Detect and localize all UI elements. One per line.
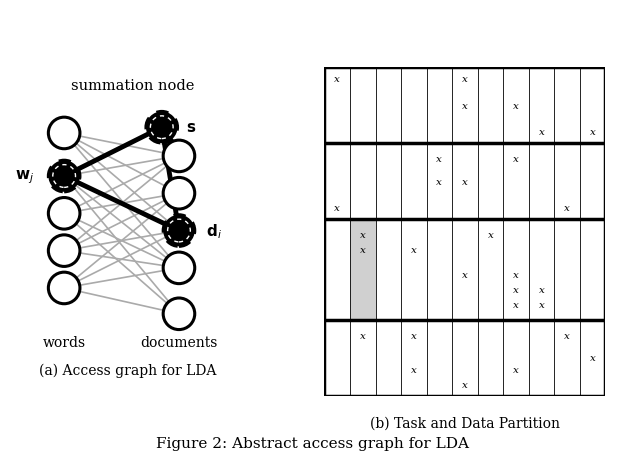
- Circle shape: [146, 112, 178, 144]
- Text: x: x: [539, 285, 544, 294]
- Text: x: x: [411, 365, 417, 374]
- Text: $\mathbf{w}$$_j$: $\mathbf{w}$$_j$: [15, 168, 34, 185]
- Text: (a) Access graph for LDA: (a) Access graph for LDA: [39, 363, 216, 377]
- Circle shape: [163, 298, 195, 330]
- Text: x: x: [513, 101, 519, 111]
- Text: x: x: [334, 75, 340, 84]
- Text: $\mathbf{d}$$_i$: $\mathbf{d}$$_i$: [206, 222, 222, 240]
- Circle shape: [49, 118, 80, 149]
- Text: x: x: [462, 380, 468, 389]
- Text: x: x: [513, 301, 519, 309]
- Circle shape: [49, 198, 80, 230]
- Text: x: x: [360, 331, 366, 340]
- Text: x: x: [564, 204, 570, 213]
- Circle shape: [163, 141, 195, 172]
- Text: $\mathbf{s}$: $\mathbf{s}$: [186, 121, 197, 135]
- Text: words: words: [42, 336, 85, 350]
- Text: summation node: summation node: [71, 79, 195, 93]
- Text: x: x: [411, 331, 417, 340]
- Circle shape: [49, 161, 80, 192]
- Text: x: x: [487, 230, 494, 239]
- Text: x: x: [539, 128, 544, 137]
- Text: x: x: [590, 128, 595, 137]
- Text: x: x: [360, 230, 366, 239]
- Text: x: x: [411, 245, 417, 254]
- Circle shape: [163, 215, 195, 247]
- Text: x: x: [590, 354, 595, 363]
- Text: x: x: [436, 155, 442, 163]
- Text: x: x: [462, 101, 468, 111]
- Text: x: x: [513, 155, 519, 163]
- Text: x: x: [462, 270, 468, 279]
- Bar: [350, 220, 376, 320]
- Circle shape: [163, 178, 195, 210]
- Text: x: x: [462, 75, 468, 84]
- Text: x: x: [513, 270, 519, 279]
- Text: Figure 2: Abstract access graph for LDA: Figure 2: Abstract access graph for LDA: [155, 436, 469, 450]
- Circle shape: [49, 235, 80, 267]
- Text: x: x: [360, 245, 366, 254]
- Text: x: x: [564, 331, 570, 340]
- Text: (b) Task and Data Partition: (b) Task and Data Partition: [370, 415, 560, 430]
- Text: x: x: [513, 365, 519, 374]
- Circle shape: [49, 273, 80, 304]
- Text: x: x: [513, 285, 519, 294]
- Text: documents: documents: [140, 336, 218, 350]
- Circle shape: [163, 253, 195, 284]
- Text: x: x: [462, 177, 468, 186]
- Text: x: x: [539, 301, 544, 309]
- Text: x: x: [436, 177, 442, 186]
- Text: x: x: [334, 204, 340, 213]
